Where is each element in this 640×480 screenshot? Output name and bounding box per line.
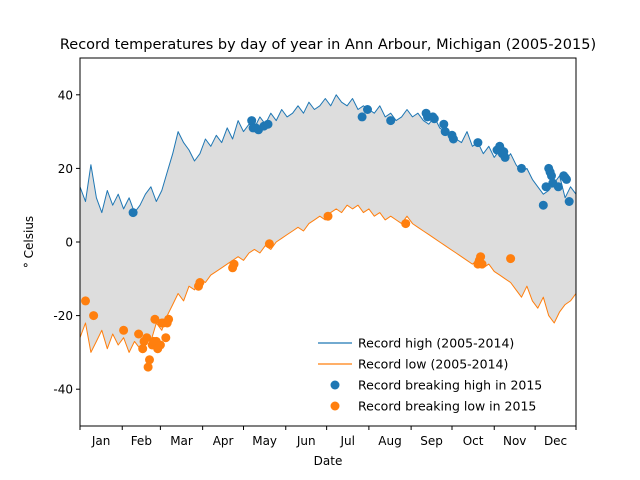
x-tick-label: Jun bbox=[296, 434, 316, 448]
legend: Record high (2005-2014) Record low (2005-… bbox=[318, 336, 542, 414]
x-tick-label: Feb bbox=[131, 434, 152, 448]
record-low-2015-point bbox=[119, 325, 129, 335]
y-axis-label: ° Celsius bbox=[22, 216, 36, 268]
record-low-2015-point bbox=[323, 211, 333, 221]
record-high-2015-point bbox=[439, 119, 449, 129]
record-low-2015-point bbox=[229, 259, 239, 269]
series-points bbox=[81, 105, 574, 372]
x-tick-label: Jan bbox=[91, 434, 111, 448]
record-low-2015-point bbox=[161, 333, 171, 343]
record-high-2015-point bbox=[440, 127, 450, 137]
x-tick-label: Dec bbox=[544, 434, 567, 448]
legend-entry-label: Record breaking high in 2015 bbox=[358, 378, 542, 393]
x-tick-label: Nov bbox=[503, 434, 526, 448]
record-high-2015-point bbox=[386, 116, 396, 126]
record-low-2015-point bbox=[89, 311, 99, 321]
y-tick-label: 20 bbox=[58, 162, 73, 176]
record-high-2015-point bbox=[429, 114, 439, 124]
record-low-2015-point bbox=[264, 239, 274, 249]
record-high-2015-point bbox=[473, 138, 483, 148]
record-high-2015-point bbox=[357, 112, 367, 122]
y-tick-label: -40 bbox=[53, 383, 73, 397]
plot-area: -40 -20 0 20 40 Jan Feb Mar Apr May Jun Jul Aug Sep Oc… bbox=[53, 57, 577, 448]
record-high-2015-point bbox=[263, 119, 273, 129]
x-tick-label: Aug bbox=[378, 434, 401, 448]
record-low-2015-point bbox=[476, 252, 486, 262]
record-high-2015-point bbox=[553, 182, 563, 192]
record-low-2015-point bbox=[145, 355, 154, 365]
y-tick-label: -20 bbox=[53, 309, 73, 323]
chart-title: Record temperatures by day of year in An… bbox=[60, 37, 596, 53]
x-tick-label: Sep bbox=[420, 434, 443, 448]
x-tick-label: Jul bbox=[340, 434, 355, 448]
record-range-fill bbox=[80, 94, 576, 353]
axes-frame bbox=[79, 57, 577, 427]
legend-entry-label: Record low (2005-2014) bbox=[358, 357, 508, 372]
record-high-2015-point bbox=[247, 116, 257, 126]
record-low-2015-point bbox=[142, 333, 152, 343]
record-low-2015-point bbox=[164, 314, 174, 324]
y-tick-label: 40 bbox=[58, 88, 73, 102]
record-high-2015-point bbox=[128, 208, 138, 218]
axis-ticks: -40 -20 0 20 40 Jan Feb Mar Apr May Jun Jul Aug Sep Oc… bbox=[53, 88, 577, 448]
record-high-2015-point bbox=[538, 200, 548, 210]
record-high-2015-point bbox=[541, 182, 551, 192]
legend-entry-label: Record high (2005-2014) bbox=[358, 336, 514, 351]
x-tick-label: Mar bbox=[170, 434, 193, 448]
record-low-2015-point bbox=[150, 314, 160, 324]
record-low-2015-point bbox=[138, 344, 148, 354]
record-low-2015-point bbox=[506, 254, 516, 264]
record-high-2015-point bbox=[363, 105, 372, 114]
legend-marker-swatch bbox=[330, 401, 340, 411]
record-high-2015-point bbox=[564, 197, 574, 206]
record-low-2015-point bbox=[81, 296, 90, 306]
x-axis-label: Date bbox=[314, 454, 343, 468]
record-low-2015-point bbox=[401, 219, 411, 229]
legend-marker-swatch bbox=[330, 380, 340, 390]
record-low-2015-point bbox=[477, 259, 487, 269]
x-tick-label: May bbox=[252, 434, 277, 448]
legend-entry-label: Record breaking low in 2015 bbox=[358, 399, 536, 414]
x-tick-label: Oct bbox=[463, 434, 484, 448]
record-high-line bbox=[79, 94, 577, 214]
record-high-2015-point bbox=[562, 174, 571, 184]
record-low-2015-point bbox=[143, 362, 153, 372]
record-high-2015-point bbox=[448, 134, 458, 144]
record-high-2015-point bbox=[547, 171, 556, 181]
y-tick-label: 0 bbox=[65, 236, 73, 250]
record-high-2015-point bbox=[517, 163, 526, 173]
record-low-2015-point bbox=[195, 278, 205, 287]
record-low-2015-point bbox=[134, 329, 144, 339]
x-tick-label: Apr bbox=[213, 434, 234, 448]
record-low-2015-point bbox=[155, 340, 165, 350]
record-high-2015-point bbox=[500, 152, 510, 162]
